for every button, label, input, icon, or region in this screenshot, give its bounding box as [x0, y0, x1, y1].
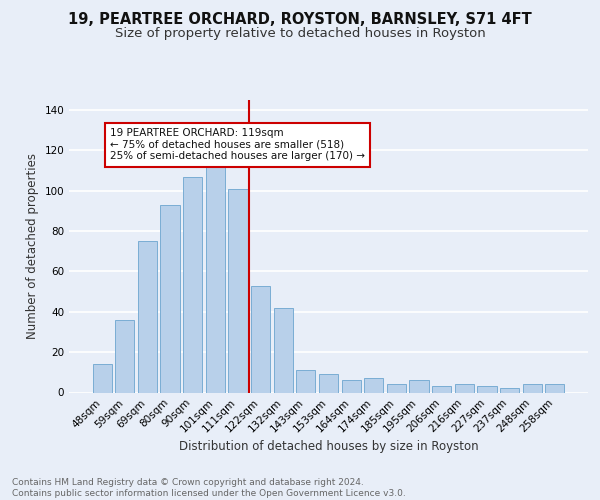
- Bar: [545, 384, 565, 392]
- Bar: [206, 164, 225, 392]
- Bar: [500, 388, 519, 392]
- X-axis label: Distribution of detached houses by size in Royston: Distribution of detached houses by size …: [179, 440, 478, 453]
- Bar: [229, 189, 248, 392]
- Bar: [341, 380, 361, 392]
- Bar: [183, 176, 202, 392]
- Y-axis label: Number of detached properties: Number of detached properties: [26, 153, 39, 340]
- Bar: [364, 378, 383, 392]
- Bar: [455, 384, 474, 392]
- Bar: [296, 370, 316, 392]
- Bar: [138, 241, 157, 392]
- Bar: [274, 308, 293, 392]
- Bar: [92, 364, 112, 392]
- Bar: [477, 386, 497, 392]
- Bar: [251, 286, 270, 393]
- Bar: [523, 384, 542, 392]
- Text: Contains HM Land Registry data © Crown copyright and database right 2024.
Contai: Contains HM Land Registry data © Crown c…: [12, 478, 406, 498]
- Bar: [115, 320, 134, 392]
- Text: 19, PEARTREE ORCHARD, ROYSTON, BARNSLEY, S71 4FT: 19, PEARTREE ORCHARD, ROYSTON, BARNSLEY,…: [68, 12, 532, 28]
- Text: 19 PEARTREE ORCHARD: 119sqm
← 75% of detached houses are smaller (518)
25% of se: 19 PEARTREE ORCHARD: 119sqm ← 75% of det…: [110, 128, 365, 162]
- Bar: [387, 384, 406, 392]
- Bar: [409, 380, 428, 392]
- Bar: [160, 205, 180, 392]
- Bar: [319, 374, 338, 392]
- Bar: [432, 386, 451, 392]
- Text: Size of property relative to detached houses in Royston: Size of property relative to detached ho…: [115, 28, 485, 40]
